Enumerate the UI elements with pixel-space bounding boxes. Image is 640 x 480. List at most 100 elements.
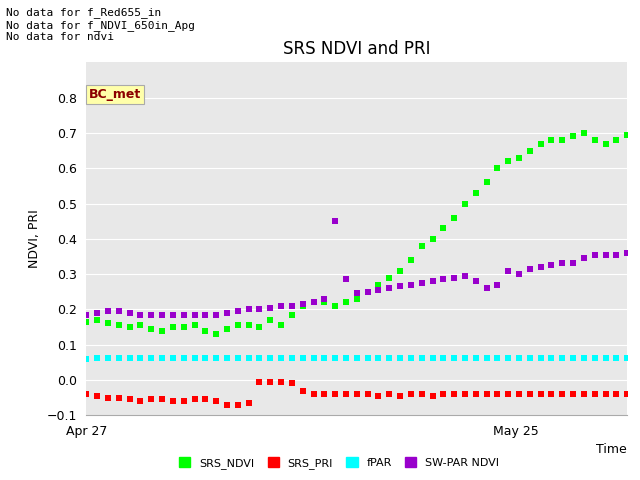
Point	[146, 354, 156, 361]
Point	[373, 354, 383, 361]
Point	[298, 387, 308, 395]
Point	[244, 354, 254, 361]
Point	[308, 390, 319, 398]
Point	[222, 309, 232, 317]
Point	[514, 390, 524, 398]
Point	[362, 288, 372, 296]
Point	[492, 281, 502, 288]
Legend: SRS_NDVI, SRS_PRI, fPAR, SW-PAR NDVI: SRS_NDVI, SRS_PRI, fPAR, SW-PAR NDVI	[176, 454, 502, 472]
Point	[384, 274, 394, 281]
Point	[362, 288, 372, 296]
Point	[189, 322, 200, 329]
Point	[428, 235, 438, 242]
Point	[384, 390, 394, 398]
Point	[481, 354, 492, 361]
Point	[319, 295, 330, 302]
Point	[438, 390, 449, 398]
Point	[298, 302, 308, 310]
Point	[352, 390, 362, 398]
Point	[611, 251, 621, 259]
Point	[503, 157, 513, 165]
Point	[168, 397, 178, 405]
Point	[125, 309, 135, 317]
Point	[200, 311, 211, 319]
Point	[319, 390, 330, 398]
Point	[557, 136, 568, 144]
Point	[136, 354, 146, 361]
Point	[384, 284, 394, 292]
Point	[92, 392, 102, 400]
Point	[547, 262, 557, 269]
Point	[189, 396, 200, 403]
Point	[92, 316, 102, 324]
Point	[287, 302, 297, 310]
Point	[254, 323, 264, 331]
Point	[622, 249, 632, 257]
Point	[470, 277, 481, 285]
Point	[265, 378, 275, 385]
Point	[233, 354, 243, 361]
Point	[254, 378, 264, 385]
Point	[308, 299, 319, 306]
Point	[287, 311, 297, 319]
Point	[589, 354, 600, 361]
Point	[373, 281, 383, 288]
Point	[460, 354, 470, 361]
Point	[622, 354, 632, 361]
Point	[81, 356, 92, 363]
Point	[568, 390, 579, 398]
Point	[481, 179, 492, 186]
Point	[114, 322, 124, 329]
Point	[525, 390, 535, 398]
Point	[611, 354, 621, 361]
Point	[244, 399, 254, 407]
Point	[298, 354, 308, 361]
Point	[157, 396, 167, 403]
Point	[600, 140, 611, 147]
Point	[211, 397, 221, 405]
Point	[525, 265, 535, 273]
Point	[157, 354, 167, 361]
Point	[157, 327, 167, 335]
Y-axis label: NDVI, PRI: NDVI, PRI	[28, 209, 41, 268]
Point	[417, 390, 427, 398]
Point	[417, 354, 427, 361]
Point	[514, 354, 524, 361]
Point	[222, 401, 232, 408]
Point	[308, 299, 319, 306]
Point	[341, 299, 351, 306]
Point	[81, 390, 92, 398]
Point	[157, 311, 167, 319]
Point	[460, 200, 470, 207]
Point	[525, 147, 535, 155]
Point	[319, 354, 330, 361]
Point	[417, 242, 427, 250]
Point	[589, 136, 600, 144]
Point	[136, 322, 146, 329]
Point	[406, 354, 416, 361]
Point	[103, 394, 113, 401]
Point	[568, 354, 579, 361]
Point	[589, 251, 600, 259]
Point	[168, 323, 178, 331]
Point	[276, 322, 286, 329]
Point	[557, 354, 568, 361]
Point	[568, 260, 579, 267]
Text: No data for f_Red655_in
No data for f_NDVI_650in_Apg
No data for ndvi: No data for f_Red655_in No data for f_ND…	[6, 7, 195, 42]
Point	[179, 323, 189, 331]
X-axis label: Time: Time	[596, 444, 627, 456]
Point	[114, 354, 124, 361]
Point	[600, 390, 611, 398]
Point	[460, 272, 470, 280]
Point	[481, 284, 492, 292]
Point	[222, 354, 232, 361]
Point	[362, 390, 372, 398]
Point	[600, 251, 611, 259]
Point	[233, 401, 243, 408]
Point	[579, 354, 589, 361]
Point	[503, 354, 513, 361]
Point	[568, 132, 579, 140]
Point	[492, 354, 502, 361]
Point	[449, 390, 460, 398]
Point	[492, 390, 502, 398]
